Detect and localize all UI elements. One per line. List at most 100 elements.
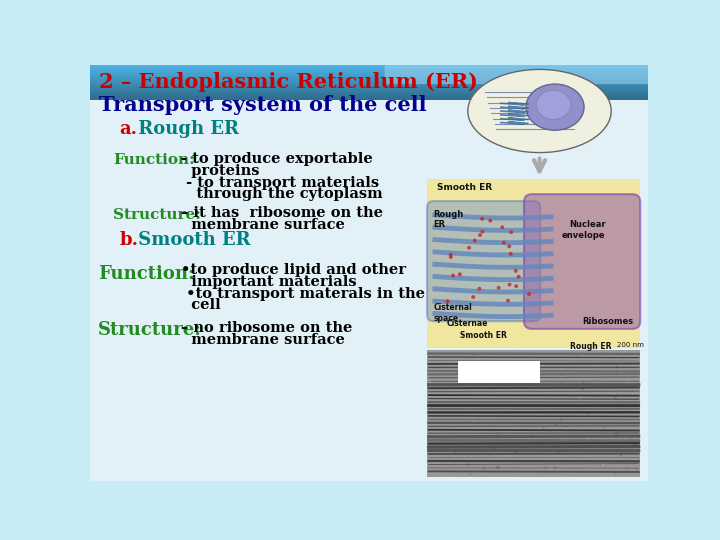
Circle shape: [508, 367, 511, 370]
Circle shape: [514, 284, 518, 288]
Circle shape: [488, 388, 490, 390]
Circle shape: [473, 353, 475, 356]
Circle shape: [571, 381, 573, 383]
Circle shape: [538, 385, 540, 388]
Circle shape: [570, 429, 572, 432]
Circle shape: [549, 468, 552, 471]
Circle shape: [441, 372, 444, 374]
Circle shape: [629, 408, 632, 410]
Circle shape: [428, 355, 429, 356]
Bar: [90, 66, 648, 68]
Circle shape: [637, 461, 639, 462]
Bar: [90, 88, 648, 89]
Text: Structure:: Structure:: [113, 208, 201, 222]
Circle shape: [499, 382, 502, 384]
Text: b.: b.: [120, 231, 138, 249]
Circle shape: [552, 445, 557, 449]
Circle shape: [480, 217, 484, 221]
Circle shape: [514, 269, 518, 273]
Bar: [90, 84, 648, 85]
Circle shape: [468, 421, 471, 424]
Circle shape: [462, 464, 464, 466]
Circle shape: [614, 365, 615, 366]
Bar: [90, 77, 648, 78]
Circle shape: [553, 458, 554, 459]
Circle shape: [523, 397, 525, 398]
Bar: [90, 91, 648, 92]
Circle shape: [428, 380, 432, 383]
Bar: [90, 83, 648, 84]
Circle shape: [435, 419, 436, 420]
Circle shape: [483, 466, 486, 469]
Circle shape: [521, 395, 524, 399]
Bar: [90, 97, 648, 98]
Text: Ribosomes: Ribosomes: [582, 318, 634, 326]
Circle shape: [582, 387, 585, 390]
Circle shape: [586, 422, 587, 423]
Bar: [90, 87, 648, 88]
Circle shape: [457, 450, 459, 451]
Circle shape: [438, 393, 439, 394]
Circle shape: [470, 392, 471, 393]
Circle shape: [561, 382, 564, 384]
Bar: [90, 76, 648, 77]
Circle shape: [629, 438, 632, 441]
Circle shape: [580, 446, 582, 449]
Circle shape: [485, 461, 488, 464]
Circle shape: [507, 396, 508, 398]
Circle shape: [622, 404, 625, 407]
Bar: [90, 96, 648, 97]
Circle shape: [587, 437, 590, 441]
Circle shape: [585, 381, 589, 384]
Text: - to transport materials: - to transport materials: [181, 176, 379, 190]
Circle shape: [464, 421, 467, 424]
Text: Smooth ER: Smooth ER: [132, 231, 251, 249]
Circle shape: [636, 468, 638, 470]
Bar: [90, 80, 648, 81]
Text: important materials: important materials: [181, 275, 357, 289]
Text: Function:: Function:: [98, 265, 194, 283]
Text: cell: cell: [181, 298, 221, 312]
Circle shape: [634, 443, 636, 446]
Bar: [90, 95, 648, 96]
Circle shape: [578, 397, 582, 400]
Circle shape: [548, 414, 549, 415]
Circle shape: [502, 241, 506, 245]
Bar: [90, 96, 648, 97]
Circle shape: [596, 407, 600, 410]
Circle shape: [627, 381, 630, 384]
Circle shape: [600, 465, 601, 467]
Text: 200 nm: 200 nm: [617, 342, 644, 348]
Circle shape: [605, 417, 607, 420]
Text: Structure:: Structure:: [98, 321, 202, 339]
Circle shape: [431, 407, 432, 409]
Circle shape: [441, 409, 443, 411]
Circle shape: [446, 299, 449, 303]
Circle shape: [510, 442, 513, 444]
Circle shape: [526, 366, 530, 369]
Circle shape: [631, 422, 632, 423]
Text: membrane surface: membrane surface: [181, 218, 346, 232]
Circle shape: [595, 390, 599, 394]
Circle shape: [588, 367, 590, 368]
Circle shape: [513, 461, 515, 462]
Circle shape: [509, 252, 513, 256]
Circle shape: [615, 370, 618, 373]
Circle shape: [435, 449, 438, 453]
Circle shape: [448, 370, 450, 372]
Bar: [90, 71, 648, 72]
Circle shape: [613, 396, 617, 400]
Circle shape: [614, 409, 615, 410]
Circle shape: [473, 239, 477, 242]
Circle shape: [550, 402, 552, 404]
Circle shape: [554, 437, 556, 439]
Circle shape: [494, 444, 498, 448]
Circle shape: [493, 440, 494, 441]
Bar: [458, 361, 539, 383]
Circle shape: [482, 451, 485, 453]
Circle shape: [596, 379, 598, 381]
Circle shape: [564, 427, 568, 430]
Circle shape: [625, 370, 626, 371]
FancyBboxPatch shape: [384, 65, 648, 84]
Text: - to produce exportable: - to produce exportable: [181, 152, 373, 166]
